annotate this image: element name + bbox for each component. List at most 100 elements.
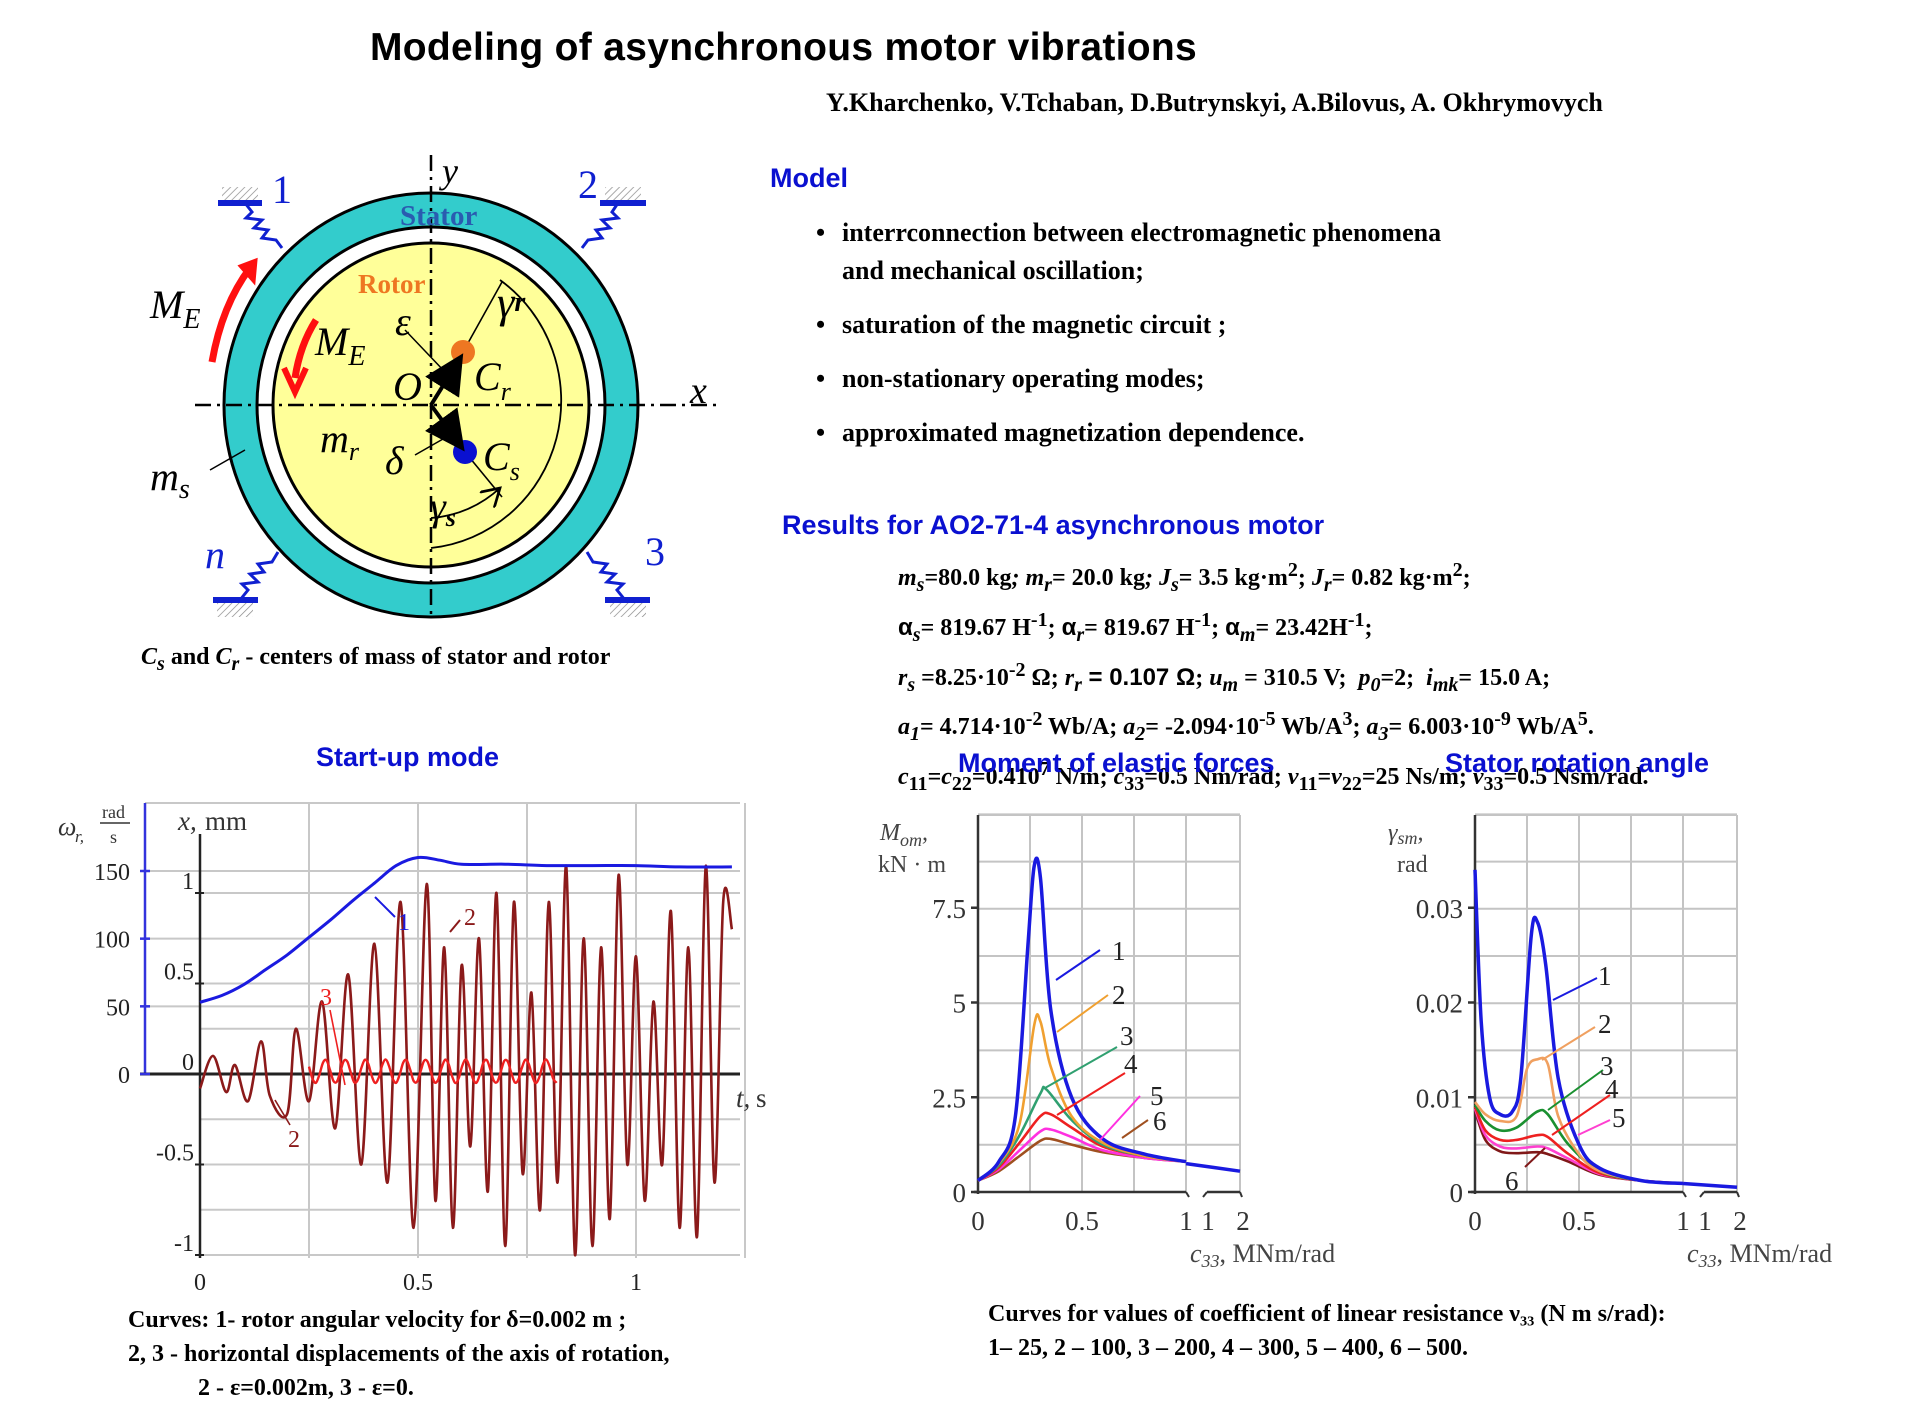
svg-text:x,: x, xyxy=(177,806,197,836)
epsilon-label: ε xyxy=(395,299,411,344)
svg-text:2: 2 xyxy=(1236,1206,1250,1236)
spring-2-label: 2 xyxy=(578,162,598,207)
svg-text:Mom,: Mom, xyxy=(879,820,928,850)
svg-text:0: 0 xyxy=(1450,1178,1464,1208)
caption-line: 2, 3 - horizontal displacements of the a… xyxy=(128,1341,670,1367)
svg-text:7.5: 7.5 xyxy=(932,894,966,924)
svg-text:0: 0 xyxy=(971,1206,985,1236)
svg-text:1: 1 xyxy=(1201,1206,1215,1236)
me-outer-sub: E xyxy=(182,304,200,335)
startup-heading: Start-up mode xyxy=(316,742,500,772)
resistance-caption: Curves for values of coefficient of line… xyxy=(988,1297,1666,1365)
me-outer-label: M xyxy=(149,282,186,327)
svg-text:rad: rad xyxy=(102,802,125,822)
param-line: ms=80.0 kg; mr= 20.0 kg; Js= 3.5 kg·m2; … xyxy=(898,559,1471,596)
svg-text:c33, MNm/rad: c33, MNm/rad xyxy=(1687,1239,1832,1271)
svg-text:5: 5 xyxy=(1150,1081,1164,1111)
caption-line: 1– 25, 2 – 100, 3 – 200, 4 – 300, 5 – 40… xyxy=(988,1335,1468,1361)
param-line: αs= 819.67 H-1; αr= 819.67 H-1; αm= 23.4… xyxy=(898,608,1373,646)
svg-text:1: 1 xyxy=(182,869,194,895)
svg-text:γs: γs xyxy=(430,484,456,532)
ms-label: m xyxy=(150,454,179,499)
gamma-s-label: γ xyxy=(430,484,447,529)
svg-text:150: 150 xyxy=(94,860,130,886)
svg-text:-1: -1 xyxy=(174,1231,194,1257)
stator-label: Stator xyxy=(400,200,477,232)
me-inner-label: M xyxy=(314,319,351,364)
svg-text:Cr: Cr xyxy=(474,354,512,406)
svg-text:ME: ME xyxy=(314,319,365,372)
spring-1 xyxy=(218,187,284,249)
svg-text:0: 0 xyxy=(953,1178,967,1208)
svg-text:0: 0 xyxy=(118,1063,130,1089)
spring-n-label: n xyxy=(205,532,225,577)
x-axis-label: x xyxy=(689,370,707,412)
spring-3 xyxy=(585,551,650,617)
svg-text:s: s xyxy=(110,827,117,847)
svg-text:0.5: 0.5 xyxy=(1065,1206,1099,1236)
svg-text:0.5: 0.5 xyxy=(403,1270,433,1296)
authors: Y.Kharchenko, V.Tchaban, D.Butrynskyi, A… xyxy=(826,88,1603,117)
delta-label: δ xyxy=(385,438,405,483)
svg-text:-0.5: -0.5 xyxy=(156,1141,194,1167)
svg-text:2: 2 xyxy=(288,1127,300,1153)
svg-text:0.5: 0.5 xyxy=(1562,1206,1596,1236)
svg-text:ME: ME xyxy=(149,282,200,335)
ms-sub: s xyxy=(179,474,190,505)
svg-text:0.01: 0.01 xyxy=(1416,1083,1463,1113)
gamma-r-sub: r xyxy=(514,287,526,318)
cr-label: C xyxy=(474,354,502,399)
svg-text:0.5: 0.5 xyxy=(164,960,194,986)
model-bullet: approximated magnetization dependence. xyxy=(812,414,1441,452)
svg-text:2: 2 xyxy=(1733,1206,1747,1236)
svg-text:50: 50 xyxy=(106,995,130,1021)
svg-text:2: 2 xyxy=(1112,980,1126,1010)
svg-text:1: 1 xyxy=(1698,1206,1712,1236)
svg-text:5: 5 xyxy=(953,989,967,1019)
svg-text:t,: t, xyxy=(736,1083,750,1113)
svg-text:0: 0 xyxy=(182,1050,194,1076)
svg-text:5: 5 xyxy=(1612,1103,1626,1133)
y-axis-label: y xyxy=(439,151,458,191)
gamma-r-label: γ xyxy=(497,278,516,327)
stator-angle-heading: Stator rotation angle xyxy=(1445,748,1710,778)
mr-label: m xyxy=(320,416,349,461)
model-bullet: interrconnection between electromagnetic… xyxy=(812,214,1441,290)
svg-text:ω: ω xyxy=(58,812,76,841)
results-heading: Results for AO2-71-4 asynchronous motor xyxy=(782,510,1325,540)
svg-text:r,: r, xyxy=(75,827,84,846)
origin-label: O xyxy=(393,364,422,409)
caption-line: Curves for values of coefficient of line… xyxy=(988,1301,1666,1327)
svg-text:rad: rad xyxy=(1397,852,1428,878)
svg-text:1: 1 xyxy=(630,1270,642,1296)
svg-text:1: 1 xyxy=(1112,936,1126,966)
svg-text:2: 2 xyxy=(464,905,476,931)
spring-2 xyxy=(580,187,646,249)
param-line: rs =8.25·10-2 Ω; rr = 0.107 Ω; um = 310.… xyxy=(898,658,1551,696)
svg-text:0: 0 xyxy=(1468,1206,1482,1236)
startup-caption: Curves: 1- rotor angular velocity for δ=… xyxy=(128,1303,670,1405)
moment-arrow-inner xyxy=(291,318,319,379)
svg-text:6: 6 xyxy=(1153,1106,1167,1136)
param-line: a1= 4.714·10-2 Wb/A; a2= -2.094·10-5 Wb/… xyxy=(898,708,1594,746)
svg-text:mr: mr xyxy=(320,416,360,466)
svg-text:3: 3 xyxy=(1120,1021,1134,1051)
me-inner-sub: E xyxy=(347,341,365,372)
svg-text:kN · m: kN · m xyxy=(878,852,946,878)
rotor-label: Rotor xyxy=(358,269,425,299)
spring-n xyxy=(213,551,280,617)
motor-parameters: ms=80.0 kg; mr= 20.0 kg; Js= 3.5 kg·m2; … xyxy=(898,553,1649,802)
page-title: Modeling of asynchronous motor vibration… xyxy=(370,26,1198,69)
param-line: c11=c22=0.4107 N/m; c33=0.5 Nm/rad; ν11=… xyxy=(898,758,1649,795)
spring-3-label: 3 xyxy=(645,529,665,574)
motor-diagram: Stator Rotor y x O ME ME ε γr Cr Cs mr δ… xyxy=(149,151,722,620)
svg-text:1: 1 xyxy=(398,910,410,936)
diagram-caption: Cs and Cr - centers of mass of stator an… xyxy=(141,644,611,675)
svg-text:6: 6 xyxy=(1505,1166,1519,1196)
svg-text:Cs: Cs xyxy=(483,434,520,486)
svg-text:3: 3 xyxy=(1600,1051,1614,1081)
svg-text:mm: mm xyxy=(205,806,247,836)
